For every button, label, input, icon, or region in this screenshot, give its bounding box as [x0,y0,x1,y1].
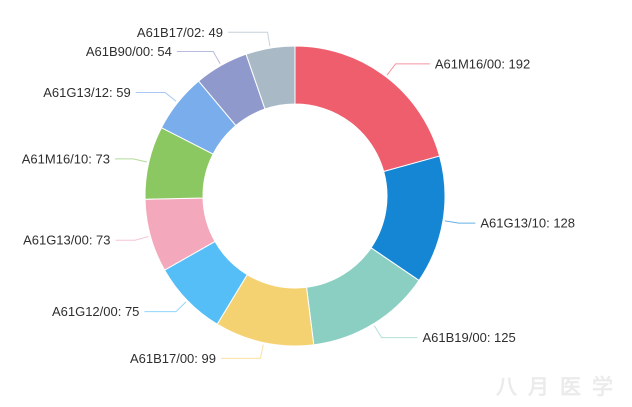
slice-label-A61G13/00: A61G13/00: 73 [23,233,110,248]
label-line-A61B17/00 [220,344,264,359]
slice-label-A61B17/02: A61B17/02: 49 [137,25,223,40]
slice-label-A61M16/10: A61M16/10: 73 [22,151,110,166]
slice-label-A61B90/00: A61B90/00: 54 [86,44,172,59]
slice-label-A61B17/00: A61B17/00: 99 [130,351,216,366]
label-line-A61B17/02 [227,31,271,47]
slice-label-A61G13/10: A61G13/10: 128 [480,216,575,231]
pie-slice-A61M16/00[interactable] [294,45,441,173]
label-line-A61G13/00 [115,235,149,241]
label-line-A61M16/10 [114,158,147,163]
pie-slice-A61B17/02[interactable] [245,45,296,110]
label-line-A61B90/00 [176,51,221,64]
slice-label-A61G12/00: A61G12/00: 75 [52,304,139,319]
label-line-A61B19/00 [373,325,418,339]
slice-label-A61G13/12: A61G13/12: 59 [43,85,130,100]
watermark: 八月医学 [496,375,624,399]
slice-label-A61B19/00: A61B19/00: 125 [423,330,516,345]
label-line-A61M16/00 [386,63,430,76]
label-line-A61G12/00 [144,301,187,313]
slice-label-A61M16/00: A61M16/00: 192 [435,56,530,71]
label-line-A61G13/10 [444,220,476,224]
label-line-A61G13/12 [135,92,177,102]
